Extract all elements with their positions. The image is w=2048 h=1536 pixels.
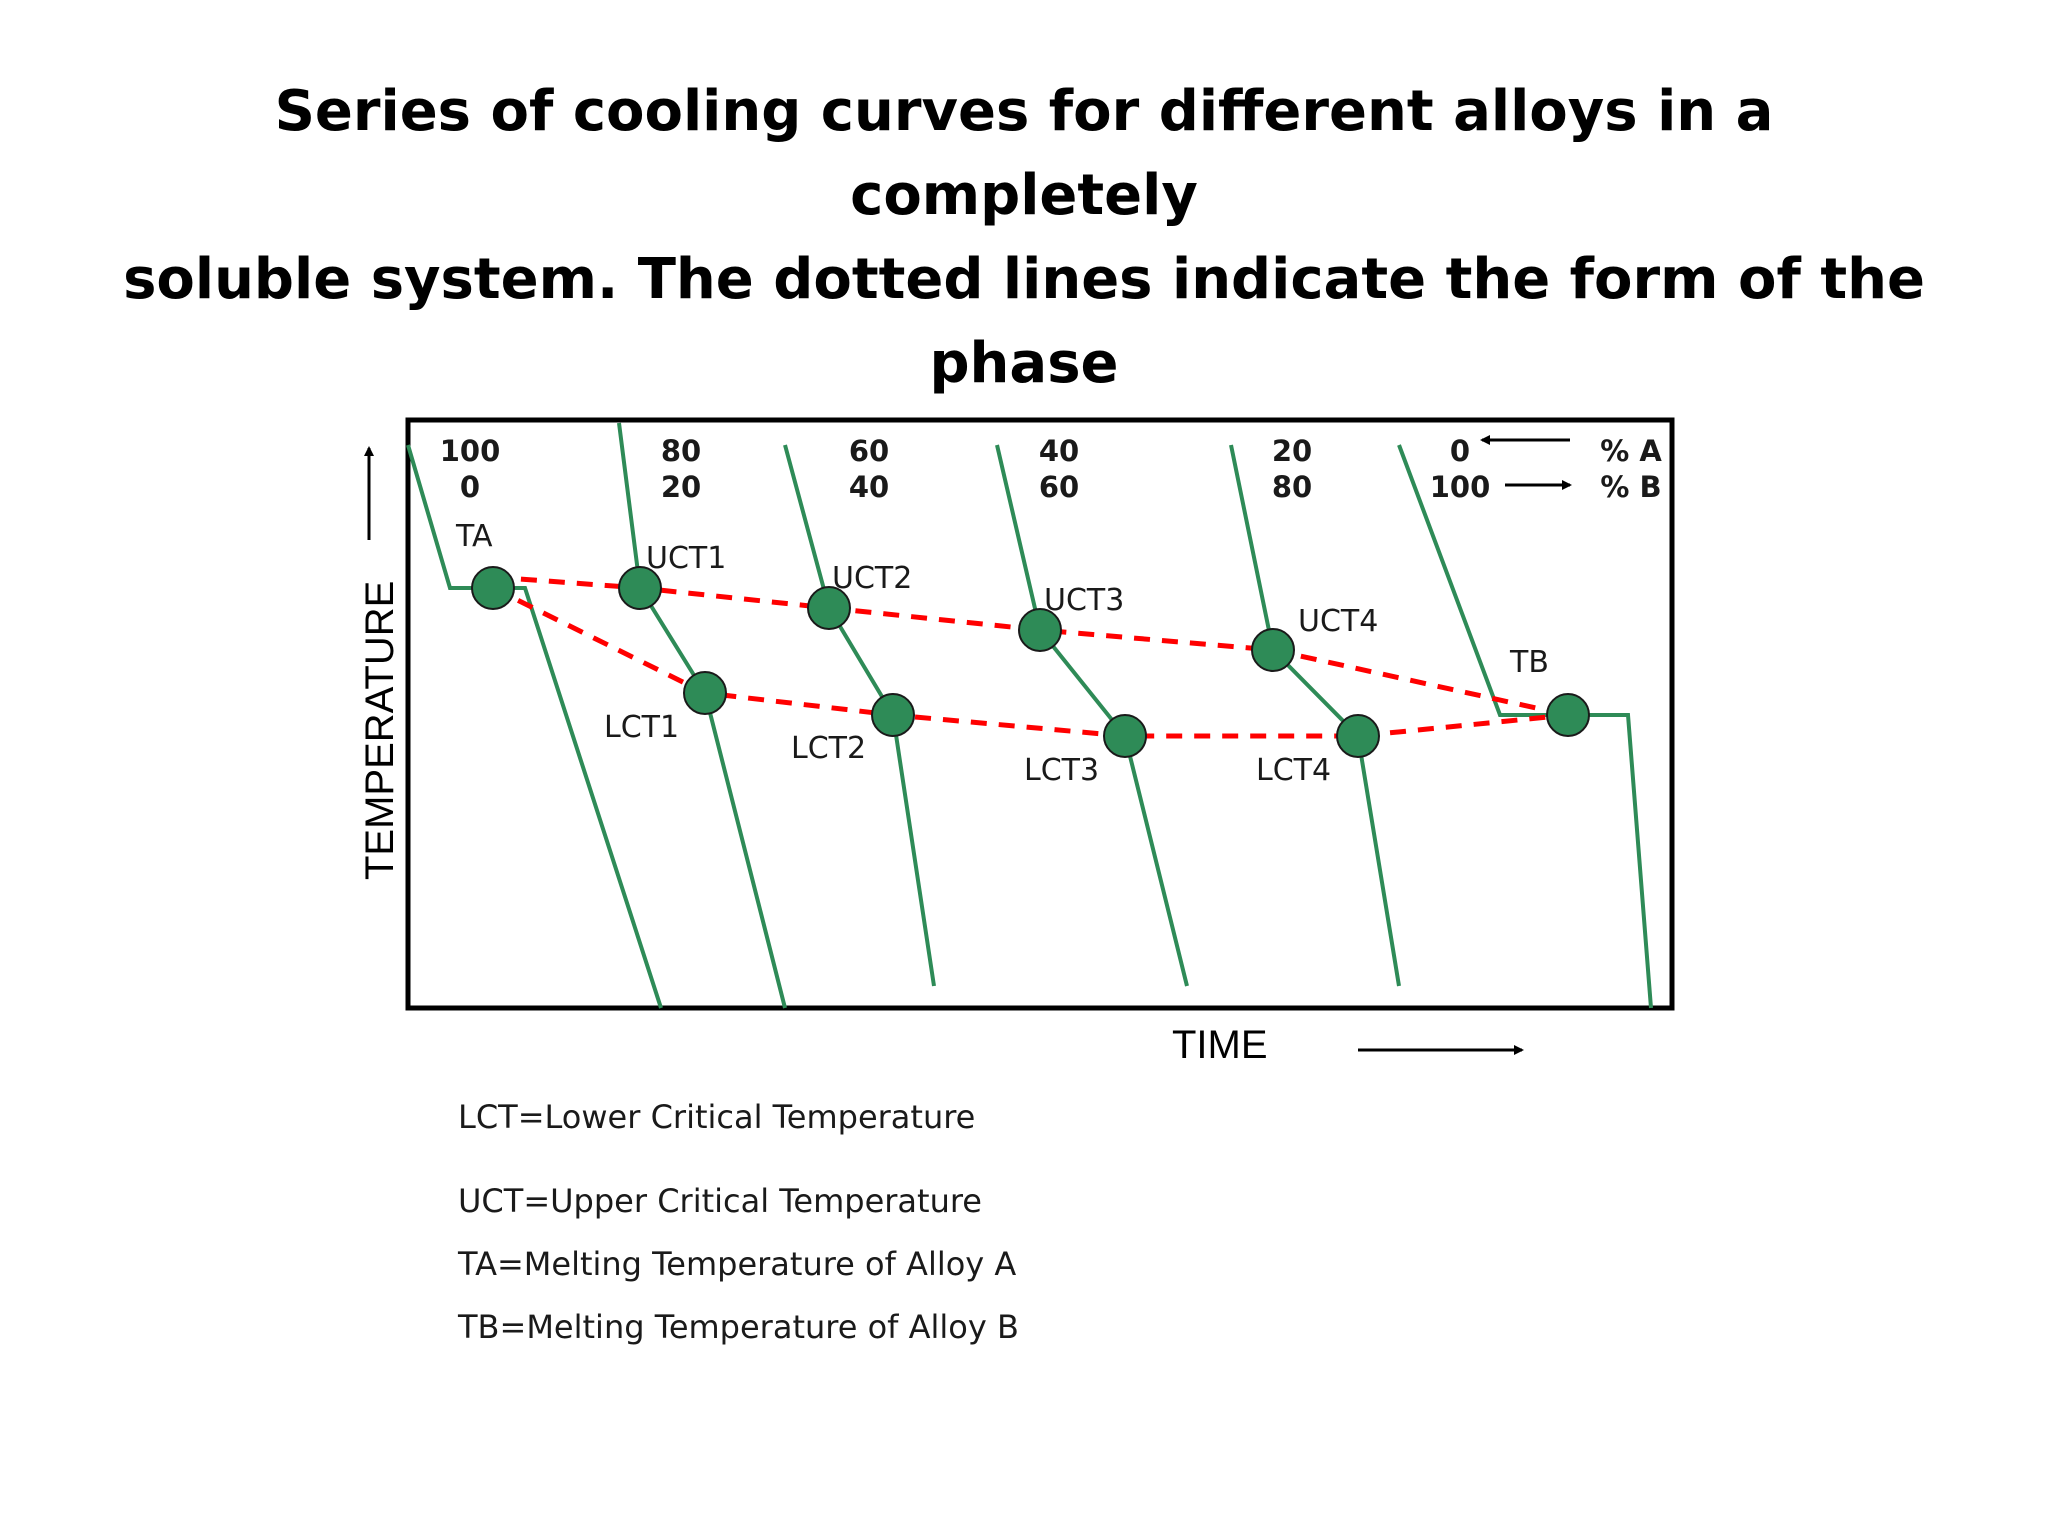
point-uct2 xyxy=(807,586,851,630)
percent-a-label: % A xyxy=(1600,434,1662,468)
composition-b-100: 100 xyxy=(1430,470,1491,504)
cooling-curve-alloy-2 xyxy=(783,444,936,987)
point-tb xyxy=(1546,693,1590,737)
y-axis-label: TEMPERATURE xyxy=(358,581,402,880)
label-lct1: LCT1 xyxy=(604,710,679,745)
point-lct2 xyxy=(871,693,915,737)
legend-lct: LCT=Lower Critical Temperature xyxy=(458,1098,976,1136)
point-ta xyxy=(471,566,515,610)
label-uct3: UCT3 xyxy=(1044,583,1124,618)
composition-a-60: 60 xyxy=(849,434,889,468)
composition-a-80: 80 xyxy=(661,434,701,468)
label-lct4: LCT4 xyxy=(1256,753,1331,788)
composition-a-0: 0 xyxy=(1450,434,1470,468)
composition-a-40: 40 xyxy=(1039,434,1079,468)
composition-b-0: 0 xyxy=(460,470,480,504)
point-uct1 xyxy=(618,566,662,610)
point-lct3 xyxy=(1103,714,1147,758)
label-ta: TA xyxy=(455,519,493,554)
label-lct3: LCT3 xyxy=(1024,753,1099,788)
percent-b-label: % B xyxy=(1600,470,1661,504)
composition-b-40: 40 xyxy=(849,470,889,504)
liquidus-line xyxy=(492,574,1569,718)
composition-b-60: 60 xyxy=(1039,470,1079,504)
critical-points xyxy=(471,566,1590,758)
point-lct1 xyxy=(683,671,727,715)
cooling-curve-alloy-4 xyxy=(1229,444,1401,987)
legend-tb: TB=Melting Temperature of Alloy B xyxy=(458,1308,1019,1346)
point-lct4 xyxy=(1336,714,1380,758)
composition-a-20: 20 xyxy=(1272,434,1312,468)
point-uct3 xyxy=(1018,608,1062,652)
cooling-curve-alloy-1 xyxy=(617,422,787,1009)
x-axis-label: TIME xyxy=(1172,1023,1268,1067)
cooling-curve-alloy-3 xyxy=(995,444,1189,987)
title-line-1: Series of cooling curves for different a… xyxy=(274,79,1774,228)
label-uct4: UCT4 xyxy=(1298,604,1378,639)
legend-uct: UCT=Upper Critical Temperature xyxy=(458,1182,982,1220)
solidus-line xyxy=(491,585,1569,739)
label-uct2: UCT2 xyxy=(832,561,912,596)
composition-b-20: 20 xyxy=(661,470,701,504)
title-line-2: soluble system. The dotted lines indicat… xyxy=(123,247,1925,396)
legend-ta: TA=Melting Temperature of Alloy A xyxy=(458,1245,1017,1283)
label-lct2: LCT2 xyxy=(791,731,866,766)
point-uct4 xyxy=(1251,628,1295,672)
composition-b-80: 80 xyxy=(1272,470,1312,504)
label-tb: TB xyxy=(1509,645,1549,680)
label-uct1: UCT1 xyxy=(646,541,726,576)
composition-a-100: 100 xyxy=(440,434,501,468)
plot-frame xyxy=(405,417,1675,1011)
phase-boundaries xyxy=(491,574,1569,739)
